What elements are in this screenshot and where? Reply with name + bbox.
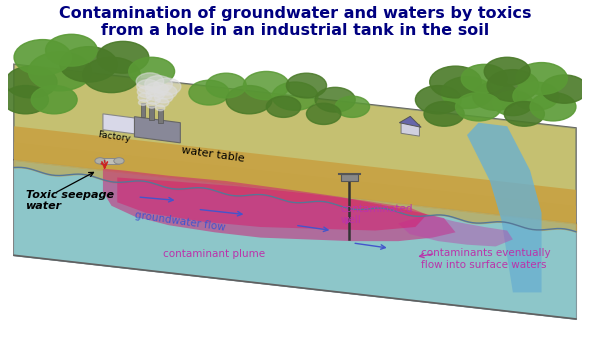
Circle shape: [2, 86, 48, 114]
Polygon shape: [14, 126, 576, 223]
Circle shape: [146, 89, 164, 100]
Circle shape: [484, 57, 530, 86]
Text: Toxic seepage
water: Toxic seepage water: [25, 190, 113, 211]
Circle shape: [487, 70, 539, 102]
Polygon shape: [14, 160, 576, 319]
Circle shape: [139, 100, 148, 105]
Circle shape: [226, 86, 272, 114]
Circle shape: [513, 82, 559, 110]
Polygon shape: [14, 160, 576, 319]
Circle shape: [415, 86, 461, 114]
Polygon shape: [14, 64, 576, 223]
Circle shape: [473, 82, 519, 110]
Circle shape: [286, 73, 326, 98]
Polygon shape: [399, 116, 421, 127]
Circle shape: [137, 86, 156, 98]
Circle shape: [189, 80, 229, 105]
Circle shape: [493, 91, 533, 116]
Circle shape: [516, 62, 568, 94]
Circle shape: [335, 96, 369, 118]
Text: contaminant plume: contaminant plume: [163, 248, 266, 258]
Circle shape: [530, 93, 576, 121]
Circle shape: [156, 105, 165, 111]
Circle shape: [129, 57, 175, 86]
Polygon shape: [341, 174, 358, 181]
Polygon shape: [401, 122, 419, 136]
Circle shape: [306, 103, 341, 125]
Circle shape: [136, 73, 163, 90]
Circle shape: [31, 86, 77, 114]
Polygon shape: [103, 169, 455, 241]
Text: contaminants eventually
flow into surface waters: contaminants eventually flow into surfac…: [421, 248, 550, 270]
Circle shape: [60, 47, 117, 82]
Circle shape: [441, 77, 493, 109]
Circle shape: [83, 57, 140, 93]
Circle shape: [315, 87, 355, 112]
Circle shape: [272, 82, 318, 110]
Circle shape: [138, 93, 152, 102]
Polygon shape: [14, 142, 576, 223]
Polygon shape: [149, 106, 154, 120]
Polygon shape: [398, 215, 513, 246]
Circle shape: [145, 82, 168, 97]
Circle shape: [97, 42, 149, 73]
Circle shape: [14, 40, 71, 75]
Circle shape: [146, 96, 160, 104]
Circle shape: [154, 85, 177, 99]
Circle shape: [45, 34, 97, 66]
Circle shape: [114, 158, 124, 164]
Circle shape: [424, 102, 464, 126]
Circle shape: [461, 64, 507, 93]
Text: contaminated
well: contaminated well: [341, 204, 414, 225]
Polygon shape: [158, 109, 163, 123]
Circle shape: [244, 71, 289, 100]
Circle shape: [266, 96, 301, 118]
Circle shape: [28, 52, 91, 91]
Circle shape: [153, 78, 181, 95]
Circle shape: [95, 158, 105, 164]
Circle shape: [147, 103, 156, 108]
Polygon shape: [14, 64, 576, 223]
Polygon shape: [467, 123, 542, 293]
Text: water table: water table: [181, 145, 245, 164]
Polygon shape: [141, 103, 145, 118]
Text: Factory: Factory: [97, 130, 132, 143]
Circle shape: [430, 66, 481, 98]
Circle shape: [542, 75, 588, 103]
Circle shape: [206, 73, 246, 98]
Circle shape: [155, 98, 169, 107]
Circle shape: [455, 93, 502, 121]
Polygon shape: [135, 117, 181, 143]
Text: Contamination of groundwater and waters by toxics
from a hole in an industrial t: Contamination of groundwater and waters …: [59, 6, 531, 38]
Polygon shape: [103, 114, 158, 137]
Circle shape: [155, 92, 173, 103]
Circle shape: [137, 80, 160, 94]
Polygon shape: [117, 178, 427, 230]
Circle shape: [5, 66, 57, 98]
Polygon shape: [100, 158, 119, 164]
Circle shape: [504, 102, 545, 126]
Circle shape: [145, 76, 172, 93]
Text: groundwater flow: groundwater flow: [135, 211, 227, 233]
